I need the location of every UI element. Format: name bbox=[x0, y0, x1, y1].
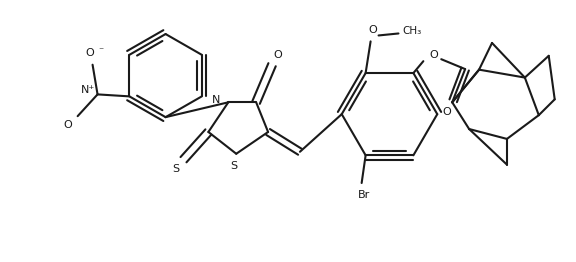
Text: O: O bbox=[429, 50, 438, 60]
Text: O: O bbox=[443, 107, 452, 117]
Text: CH₃: CH₃ bbox=[403, 25, 422, 36]
Text: Br: Br bbox=[358, 190, 370, 200]
Text: S: S bbox=[172, 163, 179, 174]
Text: O: O bbox=[368, 25, 377, 35]
Text: ⁻: ⁻ bbox=[98, 46, 103, 56]
Text: O: O bbox=[274, 50, 282, 60]
Text: N⁺: N⁺ bbox=[81, 85, 94, 95]
Text: O: O bbox=[85, 48, 94, 58]
Text: O: O bbox=[63, 120, 72, 130]
Text: N: N bbox=[212, 95, 221, 105]
Text: S: S bbox=[231, 161, 238, 171]
